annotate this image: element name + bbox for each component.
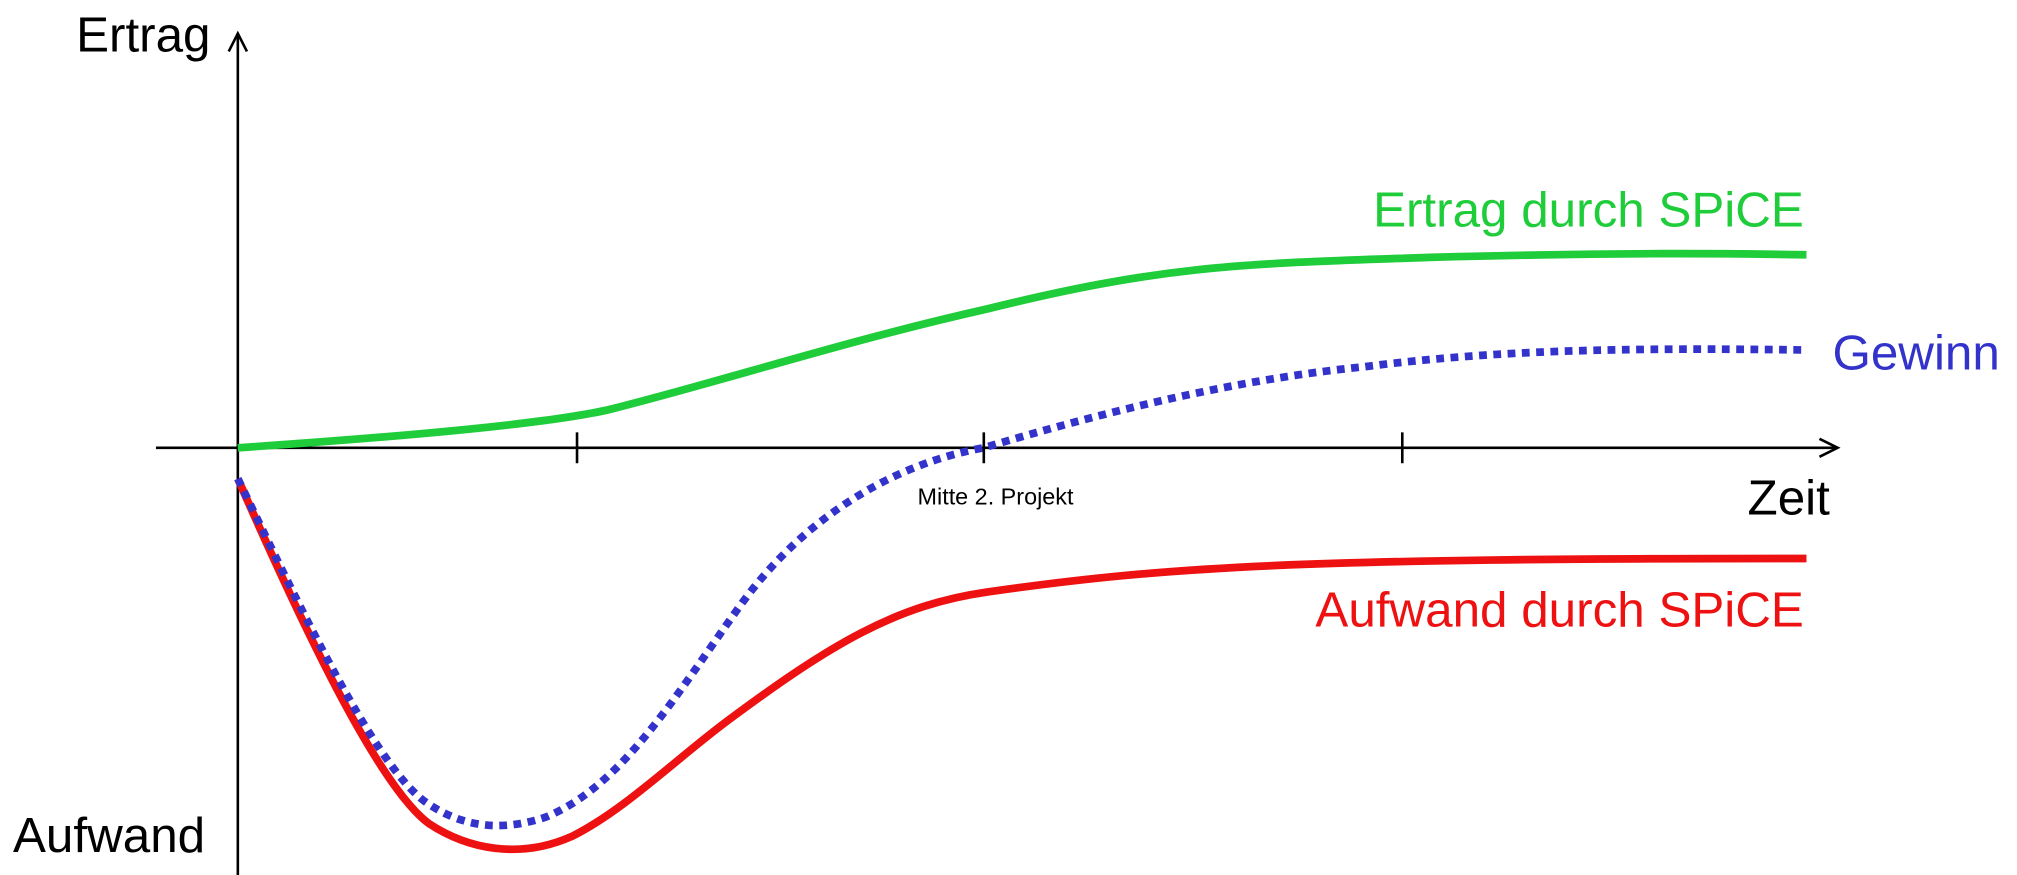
ertrag-curve [237,249,1807,452]
tick-annotation: Mitte 2. Projekt [918,484,1074,510]
axes [155,30,1841,875]
y-bottom-label: Aufwand [13,809,205,863]
x-label: Zeit [1748,472,1831,526]
y-arrow [227,30,249,53]
x-arrow [1818,437,1841,458]
gewinn-curve [234,345,1807,830]
gewinn-label: Gewinn [1832,327,1999,381]
y-top-label: Ertrag [76,9,210,63]
aufwand-label: Aufwand durch SPiCE [1315,584,1803,638]
aufwand-curve [234,477,1807,854]
ertrag-label: Ertrag durch SPiCE [1373,184,1804,238]
